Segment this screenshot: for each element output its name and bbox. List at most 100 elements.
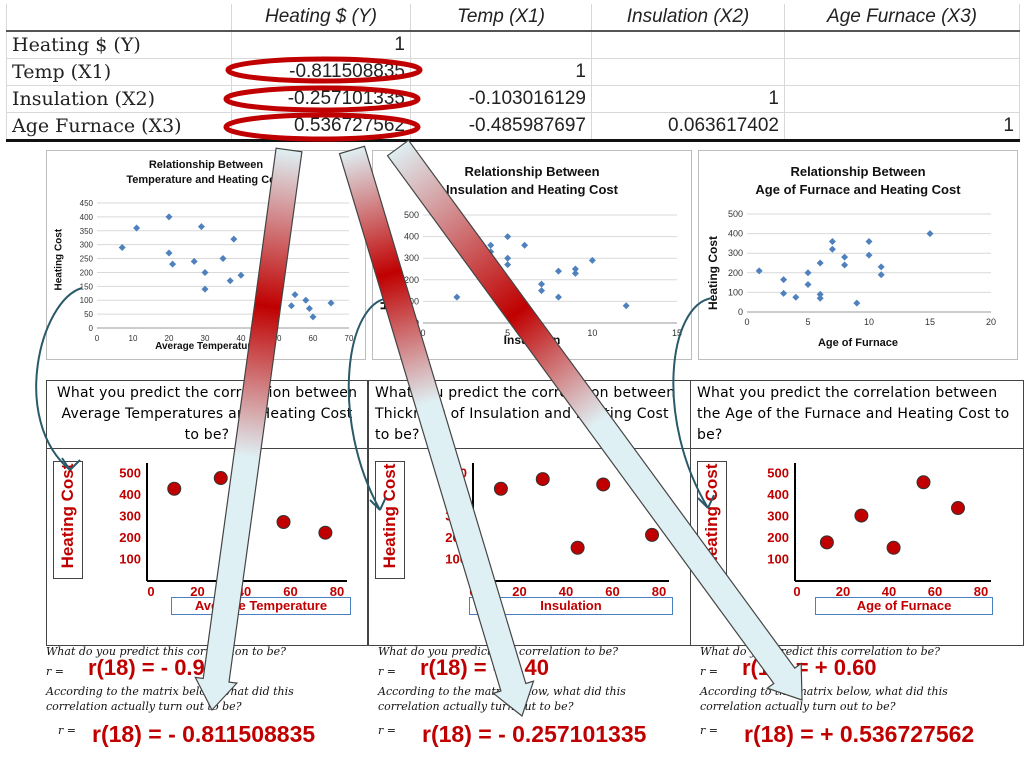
y-tick-label: 100 <box>767 552 789 567</box>
chart-title-line1: Relationship Between <box>790 164 926 179</box>
y-tick-label: 200 <box>80 268 94 277</box>
y-tick-label: 300 <box>767 509 789 524</box>
data-point <box>118 243 126 251</box>
y-tick-label: 150 <box>80 282 94 291</box>
panel-xlabel: Average Temperature <box>171 597 351 615</box>
matrix-row-label: Insulation (X2) <box>6 85 232 113</box>
y-tick-label: 100 <box>445 552 467 567</box>
y-tick-label: 100 <box>80 296 94 305</box>
x-tick-label: 60 <box>309 334 318 343</box>
prediction-value-1: r(18) = - 0.90 <box>88 655 218 680</box>
y-tick-label: 50 <box>84 310 93 319</box>
actual-question-3: According to the matrix below, what did … <box>700 685 948 713</box>
x-tick-label: 60 <box>928 584 942 599</box>
y-tick-label: 500 <box>728 209 743 219</box>
matrix-cell: 1 <box>410 58 592 86</box>
matrix-cell <box>591 30 785 59</box>
age-heating-plot: 0 100 200 300 400 500 0 5 10 15 20 <box>728 209 996 327</box>
x-tick-label: 10 <box>129 334 138 343</box>
y-tick-label: 300 <box>80 241 94 250</box>
matrix-row: Age Furnace (X3) 0.536727562 -0.48598769… <box>6 112 1020 142</box>
y-tick-label: 300 <box>728 248 743 258</box>
y-tick-label: 300 <box>445 509 467 524</box>
data-point <box>302 296 310 304</box>
data-point <box>865 251 873 259</box>
data-point <box>504 233 512 241</box>
y-tick-label: 400 <box>728 229 743 239</box>
r-prefix-actual-1: r = <box>58 724 76 737</box>
matrix-header-age: Age Furnace (X3) <box>784 4 1020 32</box>
matrix-cell <box>410 30 592 59</box>
y-tick-label: 500 <box>767 466 789 481</box>
chart-ylabel: Heating Cost <box>378 235 392 310</box>
data-point <box>327 299 335 307</box>
matrix-cell <box>784 30 1020 59</box>
predicted-point <box>318 525 333 540</box>
actual-value-3: r(18) = + 0.536727562 <box>744 721 975 747</box>
data-point <box>828 245 836 253</box>
matrix-header-heating: Heating $ (Y) <box>231 4 411 32</box>
y-tick-label: 200 <box>445 530 467 545</box>
data-point <box>504 254 512 262</box>
data-point <box>792 293 800 301</box>
r-prefix-actual-2: r = <box>378 724 396 737</box>
data-point <box>804 281 812 289</box>
predicted-point <box>854 508 869 523</box>
data-point <box>487 248 495 256</box>
heating-cost-label-box: Heating Cost <box>53 461 83 579</box>
y-tick-label: 0 <box>89 324 94 333</box>
x-tick-label: 0 <box>147 584 154 599</box>
chart-xlabel: Average Temperature <box>155 341 257 352</box>
prediction-panel-insulation: What you predict the correlation between… <box>368 380 692 646</box>
predicted-point <box>276 515 291 529</box>
predicted-point <box>596 477 611 492</box>
matrix-header-temp: Temp (X1) <box>410 4 592 32</box>
y-tick-label: 400 <box>767 487 789 502</box>
data-point <box>291 291 299 299</box>
chart-xlabel: Age of Furnace <box>817 337 899 349</box>
matrix-cell: 1 <box>231 30 411 59</box>
x-tick-label: 40 <box>882 584 896 599</box>
data-point <box>487 241 495 249</box>
predicted-point <box>886 540 901 555</box>
predicted-point <box>916 475 931 490</box>
data-point <box>780 289 788 297</box>
matrix-cell <box>784 58 1020 86</box>
x-tick-label: 10 <box>864 317 874 327</box>
data-point <box>226 277 234 285</box>
matrix-cell: -0.103016129 <box>410 85 592 113</box>
y-tick-label: 300 <box>119 509 141 524</box>
y-tick-label: 100 <box>404 296 419 306</box>
y-tick-label: 100 <box>119 552 141 567</box>
chart-ylabel: Heating Cost <box>706 235 720 310</box>
data-point <box>816 290 824 298</box>
y-tick-label: 0 <box>414 318 419 328</box>
data-point <box>133 224 141 232</box>
data-point <box>828 237 836 245</box>
prediction-panel-age: What you predict the correlation between… <box>690 380 1024 646</box>
data-point <box>521 241 529 249</box>
y-tick-label: 0 <box>738 307 743 317</box>
matrix-cell: 0.536727562 <box>231 112 411 142</box>
r-prefix-3: r = <box>700 665 718 678</box>
data-point <box>197 223 205 231</box>
data-point <box>571 265 579 273</box>
prediction-panel-temperature: What you predict the correlation between… <box>46 380 368 646</box>
matrix-header-row: Heating $ (Y) Temp (X1) Insulation (X2) … <box>6 4 1020 32</box>
predicted-point <box>493 481 508 496</box>
prediction-value-3: r(18) = + 0.60 <box>742 655 877 680</box>
matrix-header-corner <box>6 4 232 32</box>
matrix-row-label: Temp (X1) <box>6 58 232 86</box>
temperature-heating-chart: Relationship Between Temperature and Hea… <box>46 150 366 360</box>
matrix-row-label: Age Furnace (X3) <box>6 112 232 142</box>
data-point <box>554 267 562 275</box>
data-point <box>816 294 824 302</box>
data-point <box>230 235 238 243</box>
y-tick-label: 500 <box>445 466 467 481</box>
data-point <box>165 213 173 221</box>
data-point <box>554 293 562 301</box>
y-tick-label: 450 <box>80 199 94 208</box>
data-point <box>877 271 885 279</box>
